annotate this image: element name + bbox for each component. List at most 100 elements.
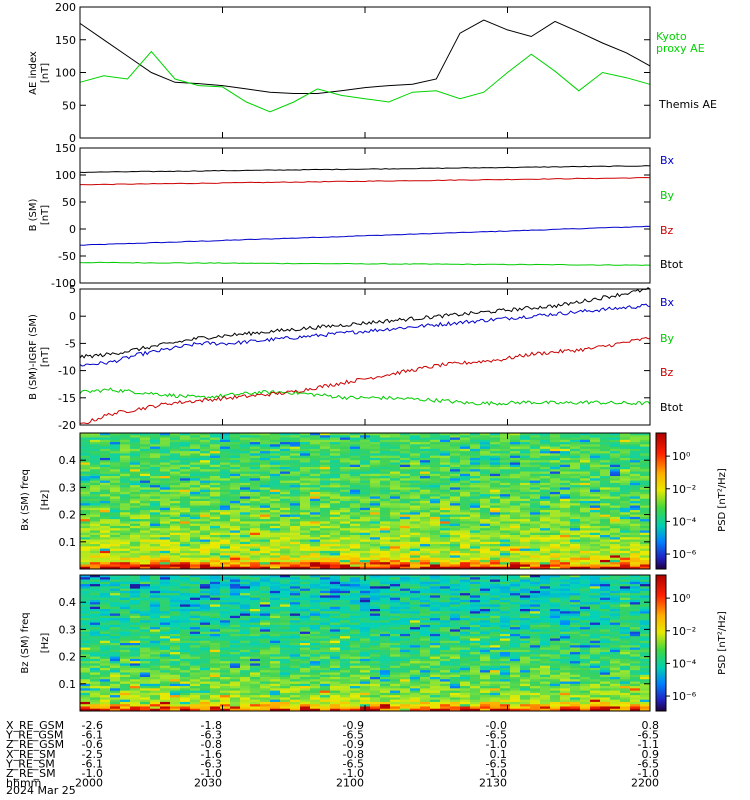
- spectrogram-cell: [250, 606, 261, 610]
- spectrogram-cell: [610, 541, 621, 545]
- spectrogram-cell: [210, 507, 221, 511]
- spectrogram-cell: [440, 487, 451, 491]
- spectrogram-cell: [640, 564, 651, 568]
- spectrogram-cell: [110, 494, 121, 497]
- spectrogram-cell: [90, 503, 101, 506]
- spectrogram-cell: [210, 457, 221, 461]
- spectrogram-cell: [410, 539, 421, 543]
- spectrogram-cell: [270, 439, 281, 443]
- spectrogram-cell: [290, 667, 301, 671]
- spectrogram-cell: [300, 575, 311, 578]
- spectrogram-cell: [230, 683, 241, 687]
- spectrogram-cell: [550, 464, 561, 468]
- spectrogram-cell: [330, 464, 341, 468]
- spectrogram-cell: [470, 523, 481, 527]
- colorbar-tick-label: 10⁰: [672, 450, 691, 463]
- spectrogram-cell: [130, 656, 141, 660]
- spectrogram-cell: [560, 553, 571, 556]
- spectrogram-cell: [300, 618, 311, 621]
- spectrogram-cell: [240, 667, 251, 671]
- spectrogram-cell: [150, 686, 161, 689]
- spectrogram-cell: [290, 697, 301, 701]
- spectrogram-cell: [310, 512, 321, 515]
- spectrogram-cell: [230, 544, 241, 547]
- spectrogram-cell: [140, 482, 151, 486]
- spectrogram-cell: [80, 590, 91, 594]
- spectrogram-cell: [210, 537, 221, 540]
- spectrogram-cell: [250, 476, 261, 479]
- spectrogram-cell: [220, 512, 231, 515]
- spectrogram-cell: [100, 708, 111, 712]
- spectrogram-cell: [170, 697, 181, 701]
- spectrogram-cell: [80, 624, 91, 628]
- spectrogram-cell: [620, 562, 631, 565]
- spectrogram-cell: [300, 590, 311, 594]
- spectrogram-cell: [210, 629, 221, 633]
- spectrogram-cell: [170, 496, 181, 500]
- spectrogram-cell: [150, 638, 161, 642]
- spectrogram-cell: [500, 528, 511, 531]
- spectrogram-cell: [310, 564, 321, 568]
- spectrogram-cell: [530, 553, 541, 556]
- spectrogram-cell: [130, 532, 141, 536]
- spectrogram-cell: [560, 473, 571, 477]
- spectrogram-cell: [430, 516, 441, 520]
- spectrogram-cell: [220, 485, 231, 488]
- spectrogram-cell: [520, 437, 531, 441]
- spectrogram-cell: [600, 498, 611, 502]
- spectrogram-cell: [250, 442, 261, 445]
- spectrogram-cell: [290, 652, 301, 655]
- spectrogram-cell: [430, 476, 441, 479]
- spectrogram-cell: [520, 553, 531, 556]
- spectrogram-cell: [110, 446, 121, 450]
- spectrogram-cell: [150, 649, 161, 653]
- spectrogram-cell: [540, 437, 551, 441]
- spectrogram-cell: [80, 652, 91, 655]
- spectrogram-cell: [230, 595, 241, 599]
- spectrogram-cell: [160, 604, 171, 608]
- spectrogram-cell: [220, 665, 231, 669]
- spectrogram-cell: [500, 512, 511, 515]
- spectrogram-cell: [250, 485, 261, 488]
- spectrogram-cell: [340, 496, 351, 500]
- spectrogram-cell: [570, 525, 581, 529]
- spectrogram-cell: [630, 482, 641, 486]
- spectrogram-cell: [140, 503, 151, 506]
- spectrogram-cell: [180, 665, 191, 669]
- spectrogram-cell: [270, 692, 281, 696]
- spectrogram-cell: [510, 562, 521, 565]
- spectrogram-cell: [90, 606, 101, 610]
- spectrogram-cell: [540, 464, 551, 468]
- spectrogram-cell: [620, 476, 631, 479]
- spectrogram-cell: [570, 478, 581, 481]
- spectrogram-cell: [370, 485, 381, 488]
- spectrogram-cell: [90, 674, 101, 678]
- spectrogram-cell: [250, 550, 261, 554]
- spectrogram-cell: [270, 557, 281, 561]
- spectrogram-cell: [240, 460, 251, 463]
- spectrogram-cell: [330, 467, 341, 470]
- spectrogram-cell: [100, 611, 111, 614]
- spectrogram-cell: [200, 672, 211, 676]
- spectrogram-cell: [300, 444, 311, 447]
- spectrogram-cell: [230, 656, 241, 660]
- spectrogram-cell: [230, 647, 241, 651]
- spectrogram-cell: [140, 516, 151, 520]
- spectrogram-cell: [550, 564, 561, 568]
- spectrogram-cell: [290, 615, 301, 619]
- spectrogram-cell: [170, 609, 181, 612]
- spectrogram-cell: [130, 593, 141, 596]
- spectrogram-cell: [90, 602, 101, 605]
- spectrogram-cell: [290, 467, 301, 470]
- spectrogram-cell: [630, 437, 641, 441]
- spectrogram-cell: [200, 677, 211, 680]
- spectrogram-cell: [400, 496, 411, 500]
- spectrogram-cell: [250, 469, 261, 472]
- spectrogram-cell: [500, 442, 511, 445]
- spectrogram-cell: [630, 451, 641, 454]
- spectrogram-cell: [100, 624, 111, 628]
- spectrogram-cell: [430, 444, 441, 447]
- spectrogram-cell: [300, 550, 311, 554]
- spectrogram-cell: [420, 519, 431, 522]
